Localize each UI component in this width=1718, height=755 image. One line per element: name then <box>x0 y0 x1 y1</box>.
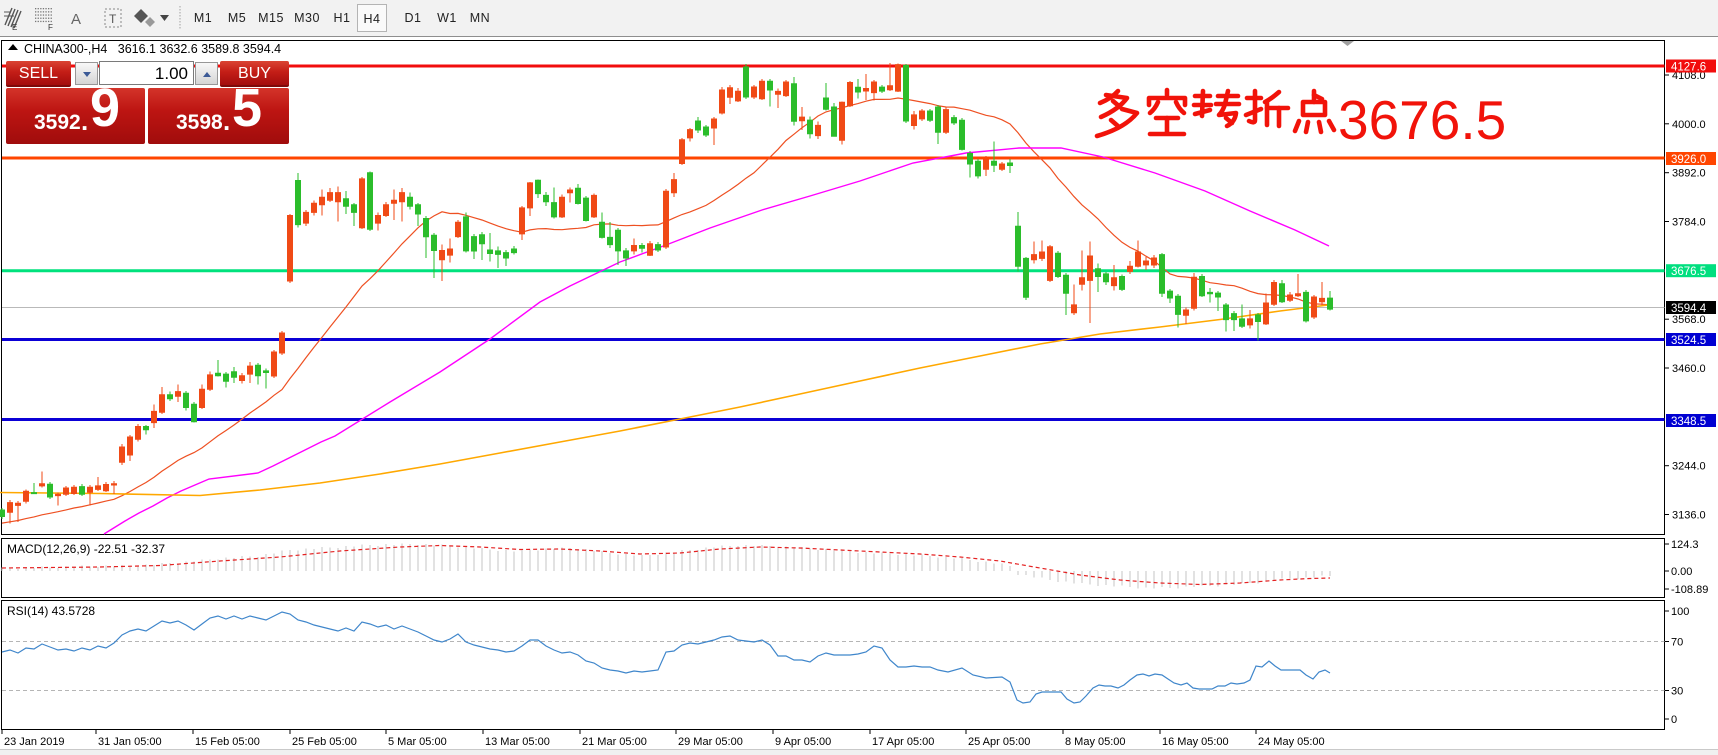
svg-text:25 Apr 05:00: 25 Apr 05:00 <box>968 736 1030 748</box>
svg-text:3892.0: 3892.0 <box>1672 168 1706 180</box>
svg-text:3460.0: 3460.0 <box>1672 363 1706 375</box>
svg-text:0: 0 <box>1671 714 1677 726</box>
svg-text:3676.5: 3676.5 <box>1338 89 1506 151</box>
svg-text:24 May 05:00: 24 May 05:00 <box>1258 736 1325 748</box>
svg-text:3244.0: 3244.0 <box>1672 461 1706 473</box>
svg-text:F: F <box>48 23 53 32</box>
svg-text:3136.0: 3136.0 <box>1672 510 1706 522</box>
svg-text:23 Jan 2019: 23 Jan 2019 <box>4 736 65 748</box>
svg-text:8 May 05:00: 8 May 05:00 <box>1065 736 1126 748</box>
svg-text:4108.0: 4108.0 <box>1672 70 1706 82</box>
svg-text:RSI(14) 43.5728: RSI(14) 43.5728 <box>7 604 95 618</box>
svg-text:31 Jan 05:00: 31 Jan 05:00 <box>98 736 162 748</box>
svg-text:16 May 05:00: 16 May 05:00 <box>1162 736 1229 748</box>
svg-text:9 Apr 05:00: 9 Apr 05:00 <box>775 736 831 748</box>
svg-text:T: T <box>109 12 117 26</box>
svg-text:5 Mar 05:00: 5 Mar 05:00 <box>388 736 447 748</box>
svg-text:17 Apr 05:00: 17 Apr 05:00 <box>872 736 934 748</box>
svg-text:15 Feb 05:00: 15 Feb 05:00 <box>195 736 260 748</box>
svg-text:3676.5: 3676.5 <box>1671 266 1706 278</box>
svg-text:30: 30 <box>1671 686 1683 698</box>
svg-text:25 Feb 05:00: 25 Feb 05:00 <box>292 736 357 748</box>
svg-text:3524.5: 3524.5 <box>1671 335 1706 347</box>
svg-text:29 Mar 05:00: 29 Mar 05:00 <box>678 736 743 748</box>
svg-text:0.00: 0.00 <box>1671 566 1692 578</box>
svg-text:100: 100 <box>1671 606 1689 618</box>
svg-text:3568.0: 3568.0 <box>1672 314 1706 326</box>
svg-text:124.3: 124.3 <box>1671 539 1699 551</box>
svg-text:21 Mar 05:00: 21 Mar 05:00 <box>582 736 647 748</box>
svg-text:70: 70 <box>1671 637 1683 649</box>
svg-text:CHINA300-,H4 3616.1 3632.6 3: CHINA300-,H4 3616.1 3632.6 3589.8 3594.4 <box>24 42 281 56</box>
svg-text:13 Mar 05:00: 13 Mar 05:00 <box>485 736 550 748</box>
svg-text:-108.89: -108.89 <box>1671 584 1708 596</box>
svg-text:3926.0: 3926.0 <box>1671 154 1706 166</box>
svg-text:3784.0: 3784.0 <box>1672 217 1706 229</box>
svg-text:A: A <box>71 11 81 28</box>
svg-text:MACD(12,26,9) -22.51 -32.37: MACD(12,26,9) -22.51 -32.37 <box>7 542 165 556</box>
svg-text:3348.5: 3348.5 <box>1671 416 1706 428</box>
svg-text:4127.6: 4127.6 <box>1671 62 1706 74</box>
svg-text:3594.4: 3594.4 <box>1671 303 1707 315</box>
svg-text:4000.0: 4000.0 <box>1672 119 1706 131</box>
svg-text:E: E <box>12 23 17 32</box>
